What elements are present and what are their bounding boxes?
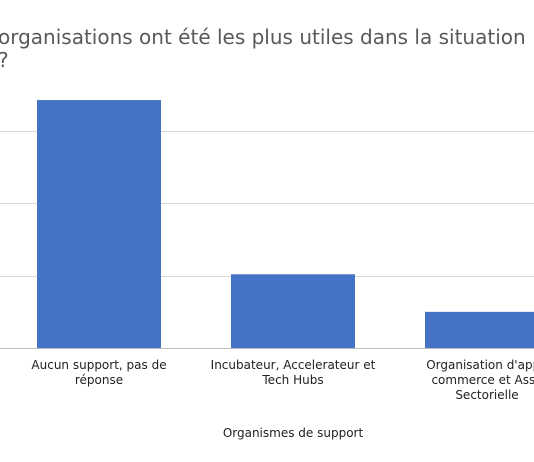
x-tick-label-2-line-0: Organisation d'appu [426, 358, 534, 372]
x-tick-label-1-line-1: Tech Hubs [261, 373, 323, 387]
x-tick-label-0-line-1: réponse [75, 373, 123, 387]
bars [37, 100, 534, 348]
x-tick-label-2-line-1: commerce et Asso [431, 373, 534, 387]
bar-1 [231, 274, 355, 348]
x-tick-label-1-line-0: Incubateur, Accelerateur et [211, 358, 376, 372]
chart-title-line-2: ? [0, 48, 9, 72]
chart-title-line-1: organisations ont été les plus utiles da… [0, 25, 526, 49]
x-tick-labels: Aucun support, pas de réponse Incubateur, … [31, 358, 534, 402]
x-tick-label-0-line-0: Aucun support, pas de [31, 358, 166, 372]
x-tick-label-1: Incubateur, Accelerateur et Tech Hubs [211, 358, 376, 387]
bar-0 [37, 100, 161, 348]
x-tick-label-2: Organisation d'appucommerce et AssoSecto… [426, 358, 534, 402]
x-tick-label-2-line-2: Sectorielle [455, 388, 518, 402]
x-axis-title: Organismes de support [223, 426, 364, 440]
bar-2 [425, 311, 534, 348]
x-tick-label-0: Aucun support, pas de réponse [31, 358, 166, 387]
